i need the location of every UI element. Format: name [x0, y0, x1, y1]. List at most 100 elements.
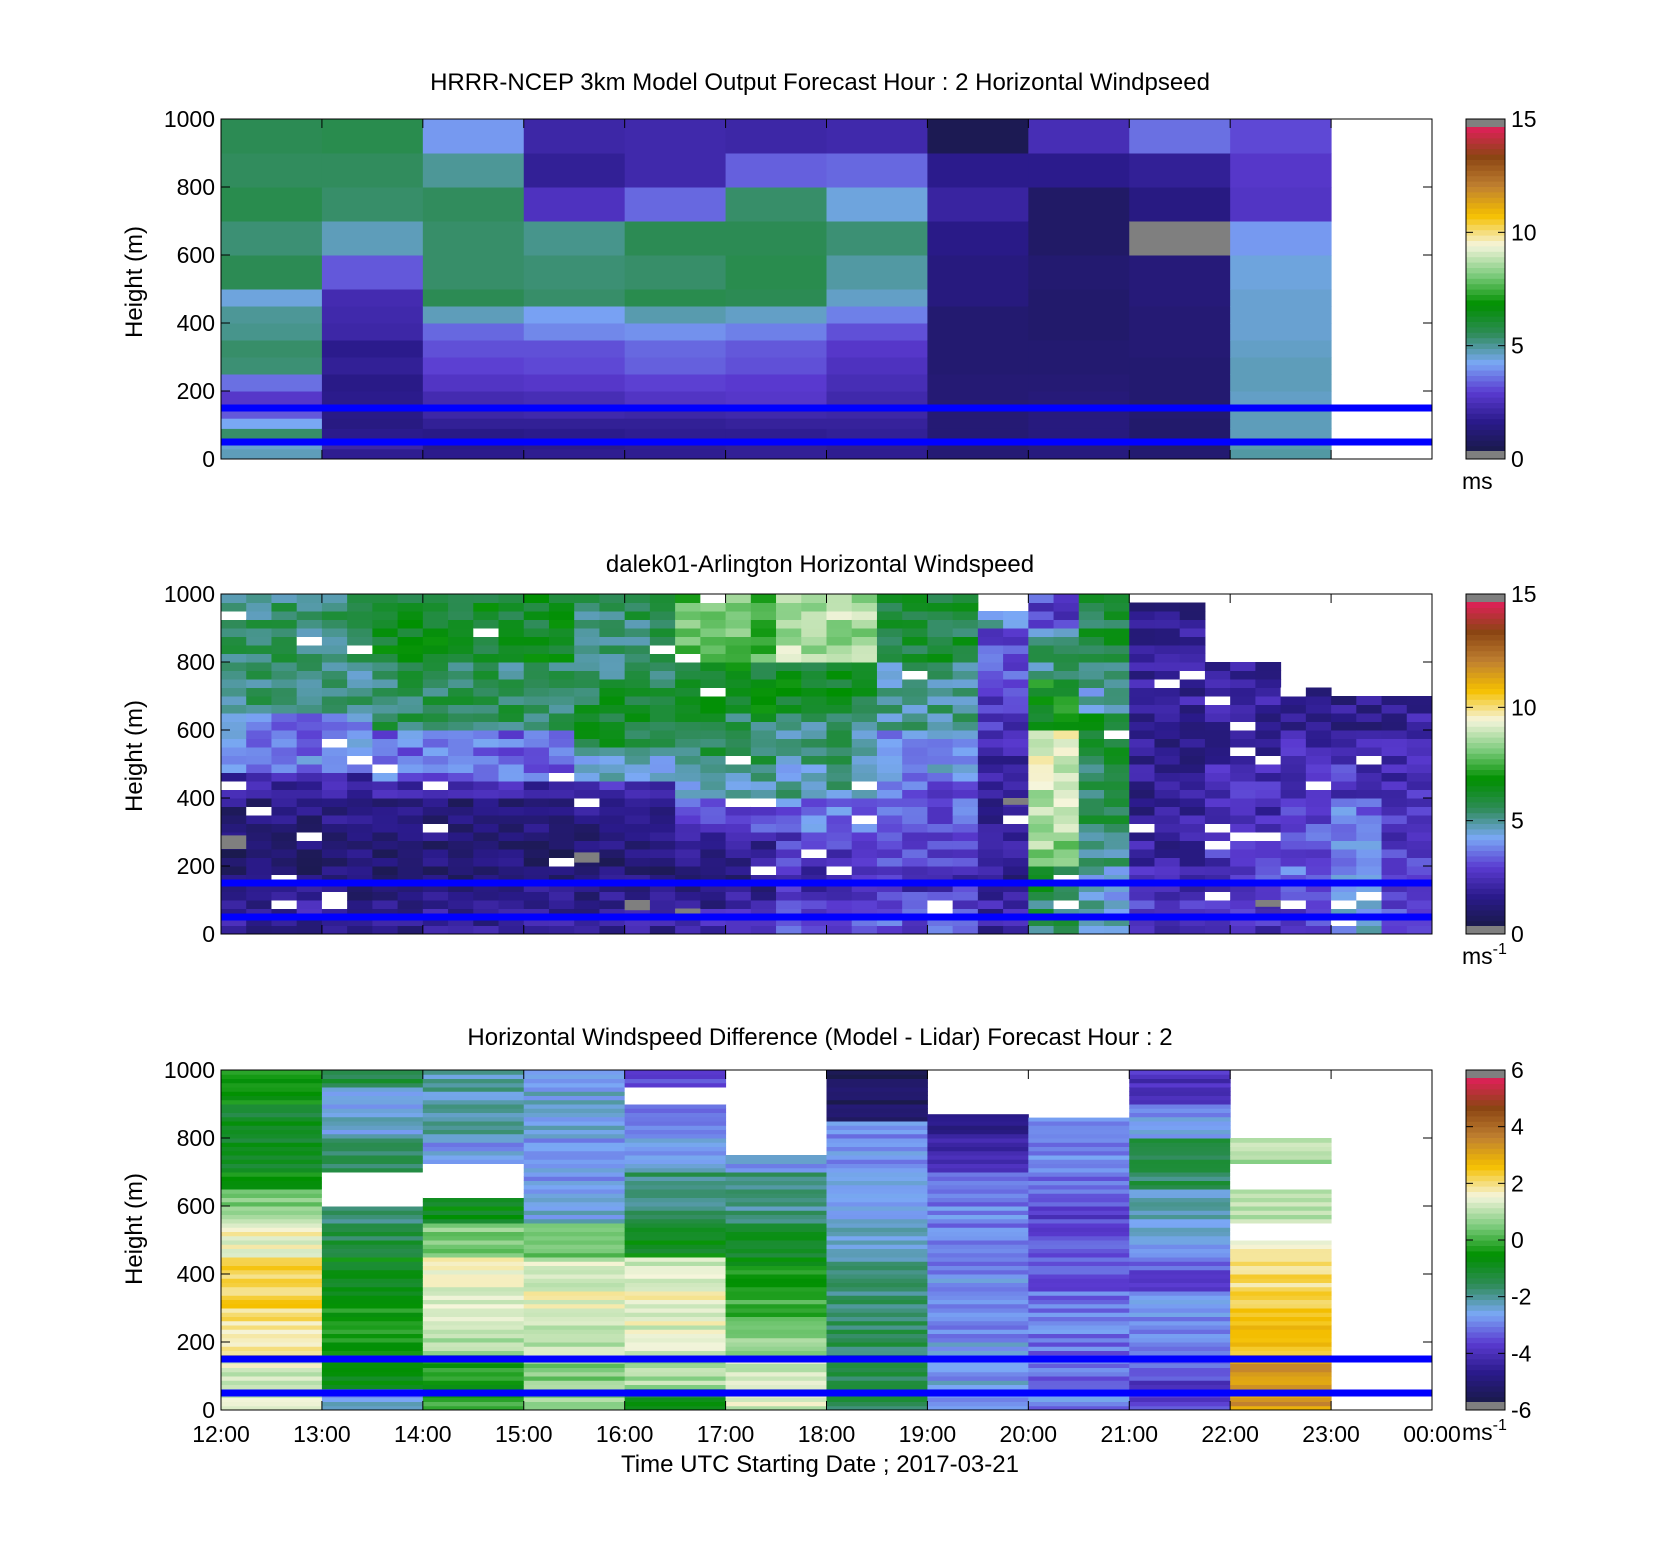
- heatmap-cell: [1230, 1320, 1332, 1326]
- heatmap-cell: [851, 645, 878, 654]
- heatmap-cell: [372, 764, 399, 773]
- heatmap-cell: [321, 1299, 424, 1305]
- heatmap-cell: [624, 448, 727, 460]
- heatmap-cell: [296, 645, 323, 654]
- heatmap-cell: [851, 832, 878, 841]
- heatmap-cell: [523, 1155, 626, 1160]
- heatmap-cell: [826, 408, 928, 419]
- heatmap-cell: [548, 602, 575, 612]
- heatmap-cell: [1028, 1337, 1130, 1343]
- heatmap-cell: [826, 1129, 928, 1135]
- heatmap-cell: [725, 908, 752, 918]
- heatmap-cell: [927, 849, 954, 858]
- heatmap-cell: [700, 738, 727, 748]
- colorbar-swatch: [1466, 272, 1505, 279]
- heatmap-cell: [952, 925, 979, 935]
- heatmap-cell: [397, 653, 424, 663]
- x-tick-label: 13:00: [293, 1421, 351, 1447]
- heatmap-cell: [1179, 908, 1206, 918]
- heatmap-cell: [927, 1244, 1029, 1249]
- heatmap-cell: [221, 1295, 323, 1300]
- heatmap-cell: [221, 1269, 323, 1275]
- heatmap-cell: [750, 866, 777, 875]
- heatmap-cell: [321, 1325, 424, 1330]
- heatmap-cell: [1129, 1333, 1231, 1339]
- heatmap-cell: [221, 1248, 323, 1254]
- heatmap-cell: [1003, 823, 1029, 833]
- heatmap-cell: [523, 925, 550, 935]
- heatmap-cell: [624, 602, 651, 612]
- colorbar-swatch: [1466, 267, 1505, 274]
- heatmap-cell: [473, 670, 500, 680]
- heatmap-cell: [221, 1104, 323, 1109]
- heatmap-cell: [1078, 713, 1105, 722]
- heatmap-cell: [1204, 840, 1231, 850]
- heatmap-cell: [1003, 849, 1029, 858]
- heatmap-cell: [1129, 1282, 1231, 1288]
- heatmap-cell: [296, 849, 323, 858]
- heatmap-cell: [725, 755, 752, 765]
- heatmap-cell: [1129, 679, 1155, 688]
- heatmap-cell: [599, 917, 626, 926]
- heatmap-cell: [624, 1210, 727, 1215]
- colorbar-underflow: [1466, 451, 1505, 459]
- heatmap-cell: [1028, 891, 1055, 901]
- heatmap-cell: [422, 1282, 525, 1288]
- heatmap-cell: [927, 1261, 1029, 1266]
- heatmap-cell: [523, 1380, 626, 1385]
- heatmap-cell: [876, 747, 903, 756]
- heatmap-cell: [1230, 1138, 1332, 1143]
- heatmap-cell: [1230, 670, 1256, 680]
- heatmap-cell: [1230, 764, 1256, 773]
- heatmap-cell: [675, 832, 701, 841]
- heatmap-cell: [927, 628, 954, 637]
- colorbar-tick-label: 15: [1511, 581, 1537, 607]
- heatmap-cell: [902, 883, 928, 892]
- colorbar-swatch: [1466, 1304, 1505, 1311]
- heatmap-cell: [1331, 849, 1357, 858]
- heatmap-cell: [1230, 679, 1256, 688]
- heatmap-cell: [826, 1286, 928, 1292]
- heatmap-cell: [876, 619, 903, 629]
- heatmap-cell: [1179, 798, 1206, 807]
- colorbar-swatch: [1466, 683, 1505, 689]
- heatmap-cell: [1230, 687, 1256, 697]
- colorbar-swatch: [1466, 1337, 1505, 1344]
- heatmap-cell: [523, 1206, 626, 1211]
- heatmap-cell: [1154, 806, 1181, 816]
- heatmap-cell: [624, 925, 651, 935]
- heatmap-cell: [725, 687, 752, 697]
- heatmap-cell: [271, 815, 298, 824]
- heatmap-cell: [221, 1193, 323, 1198]
- heatmap-cell: [321, 1295, 424, 1300]
- heatmap-cell: [927, 1265, 1029, 1271]
- heatmap-cell: [548, 917, 575, 926]
- heatmap-cell: [1028, 1397, 1130, 1402]
- heatmap-cell: [523, 815, 550, 824]
- heatmap-cell: [801, 679, 827, 688]
- heatmap-cell: [1129, 1312, 1231, 1317]
- heatmap-cell: [1179, 917, 1206, 926]
- heatmap-cell: [523, 1269, 626, 1275]
- colorbar-swatch: [1466, 1196, 1505, 1203]
- heatmap-cell: [221, 1261, 323, 1266]
- heatmap-cell: [1129, 619, 1155, 629]
- heatmap-cell: [422, 1367, 525, 1373]
- heatmap-cell: [1204, 874, 1231, 884]
- heatmap-cell: [321, 628, 348, 637]
- heatmap-cell: [599, 747, 626, 756]
- heatmap-cell: [624, 1214, 727, 1220]
- heatmap-cell: [221, 1286, 323, 1292]
- heatmap-cell: [221, 866, 247, 875]
- heatmap-cell: [1179, 840, 1206, 850]
- heatmap-cell: [1053, 747, 1080, 756]
- heatmap-cell: [1179, 619, 1206, 629]
- heatmap-cell: [725, 1278, 827, 1283]
- heatmap-cell: [523, 789, 550, 799]
- panel-title: HRRR-NCEP 3km Model Output Forecast Hour…: [430, 69, 1210, 96]
- heatmap-cell: [1204, 866, 1231, 875]
- heatmap-cell: [422, 187, 525, 222]
- colorbar-swatch: [1466, 1218, 1505, 1225]
- heatmap-cell: [448, 628, 474, 637]
- heatmap-cell: [750, 781, 777, 790]
